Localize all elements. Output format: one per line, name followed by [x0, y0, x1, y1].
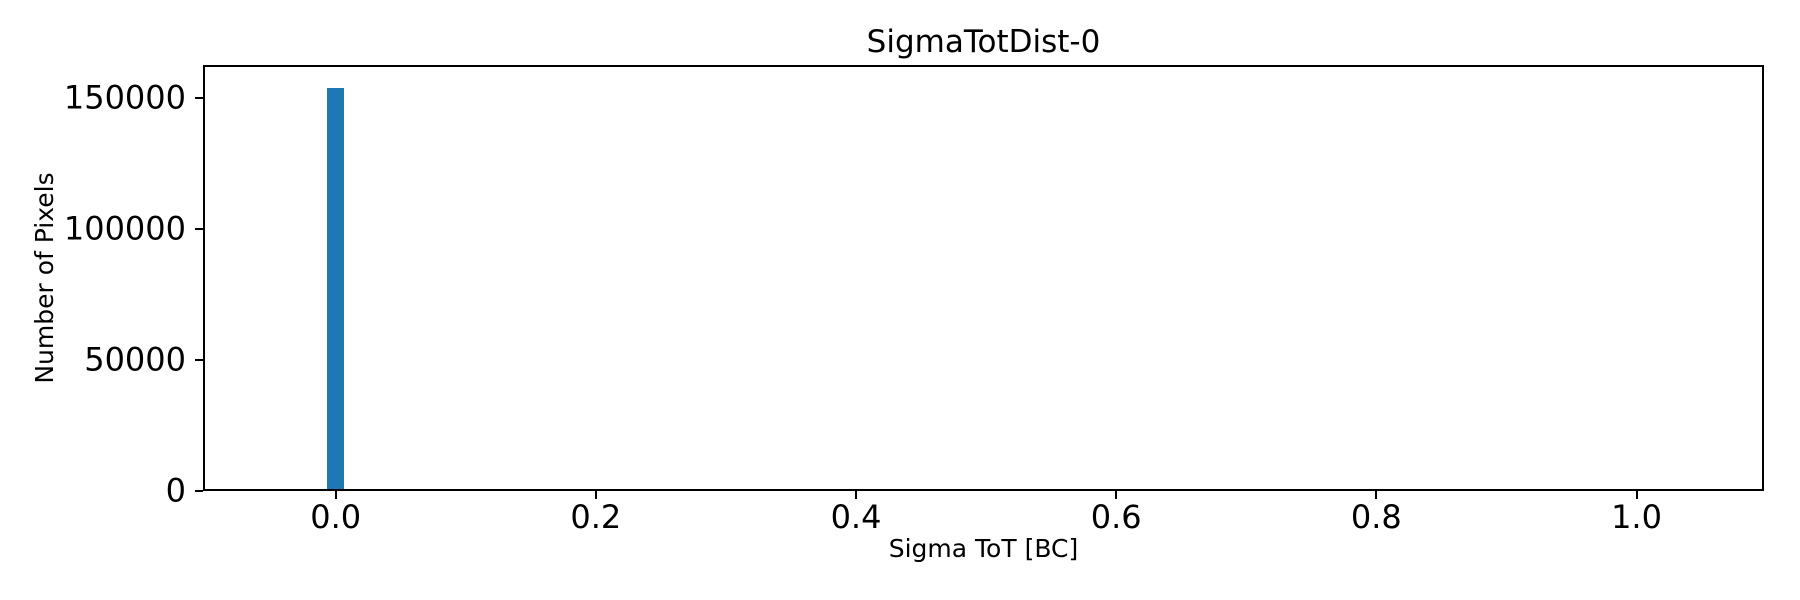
y-tick-label: 0: [165, 471, 186, 510]
y-tick-mark: [195, 490, 203, 492]
x-tick-mark: [1115, 491, 1118, 499]
x-tick-mark: [1635, 491, 1638, 499]
x-tick-mark: [594, 491, 597, 499]
x-tick-mark: [334, 491, 337, 499]
y-axis-label: Number of Pixels: [30, 172, 59, 384]
axes-frame: [203, 65, 1764, 491]
x-tick-label: 0.4: [830, 498, 882, 536]
x-tick-label: 0.6: [1090, 498, 1142, 536]
x-tick-mark: [855, 491, 858, 499]
y-tick-label: 50000: [84, 340, 186, 379]
chart-title: SigmaTotDist-0: [866, 24, 1101, 60]
x-tick-label: 0.0: [310, 498, 362, 536]
x-tick-label: 0.2: [570, 498, 622, 536]
x-axis-label: Sigma ToT [BC]: [888, 534, 1079, 563]
y-tick-mark: [195, 97, 203, 99]
x-tick-mark: [1375, 491, 1378, 499]
plot-area: 0.0 0.2 0.4 0.6 0.8 1.0 0 50000 100000 150000: [64, 65, 1764, 535]
x-tick-label: 1.0: [1611, 498, 1662, 536]
y-tick-label: 150000: [63, 78, 186, 117]
x-tick-label: 0.8: [1350, 498, 1402, 536]
y-tick-label: 100000: [63, 209, 186, 248]
histogram-bar: [327, 88, 344, 491]
y-tick-mark: [195, 359, 203, 361]
y-tick-mark: [195, 228, 203, 230]
